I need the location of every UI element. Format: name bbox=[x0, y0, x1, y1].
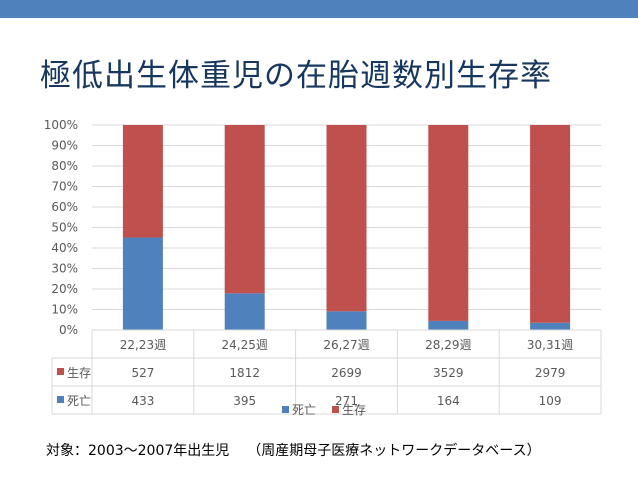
table-row-label: 生存 bbox=[67, 366, 91, 380]
y-tick-label: 100% bbox=[44, 118, 78, 132]
bar-segment bbox=[122, 125, 163, 238]
legend-key bbox=[282, 406, 289, 413]
bar-segment bbox=[122, 237, 163, 330]
y-tick-label: 40% bbox=[51, 241, 78, 255]
footnote-source: （周産期母子医療ネットワークデータベース） bbox=[247, 443, 541, 459]
y-tick-label: 60% bbox=[51, 200, 78, 214]
table-legend-key bbox=[57, 368, 64, 375]
x-category-label: 24,25週 bbox=[222, 338, 268, 352]
bar-segment bbox=[326, 311, 367, 330]
table-cell: 527 bbox=[131, 366, 154, 380]
page-title: 極低出生体重児の在胎週数別生存率 bbox=[40, 58, 552, 94]
y-tick-label: 10% bbox=[51, 303, 78, 317]
table-cell: 3529 bbox=[433, 366, 464, 380]
y-tick-label: 30% bbox=[51, 262, 78, 276]
x-category-label: 30,31週 bbox=[527, 338, 573, 352]
y-tick-label: 50% bbox=[51, 221, 78, 235]
y-tick-label: 80% bbox=[51, 159, 78, 173]
x-category-label: 28,29週 bbox=[425, 338, 471, 352]
x-category-label: 22,23週 bbox=[120, 338, 166, 352]
table-cell: 109 bbox=[539, 394, 562, 408]
y-tick-label: 90% bbox=[51, 139, 78, 153]
bar-segment bbox=[428, 125, 469, 321]
bar-segment bbox=[428, 320, 469, 330]
table-cell: 2979 bbox=[535, 366, 566, 380]
y-tick-label: 0% bbox=[59, 323, 78, 337]
table-cell: 271 bbox=[335, 394, 358, 408]
top-accent-bar bbox=[0, 0, 638, 18]
table-legend-key bbox=[57, 396, 64, 403]
table-cell: 395 bbox=[233, 394, 256, 408]
y-tick-label: 70% bbox=[51, 180, 78, 194]
footnote: 対象：2003～2007年出生児 （周産期母子医療ネットワークデータベース） bbox=[46, 440, 541, 460]
legend-label: 生存 bbox=[342, 403, 366, 417]
footnote-subject: 対象：2003～2007年出生児 bbox=[46, 443, 230, 459]
legend-key bbox=[332, 406, 339, 413]
table-row-label: 死亡 bbox=[67, 394, 91, 408]
legend-label: 死亡 bbox=[292, 403, 316, 417]
table-cell: 1812 bbox=[229, 366, 260, 380]
bar-segment bbox=[326, 125, 367, 312]
y-tick-label: 20% bbox=[51, 282, 78, 296]
bar-segment bbox=[224, 293, 265, 330]
bar-segment bbox=[530, 322, 571, 330]
table-cell: 2699 bbox=[331, 366, 362, 380]
x-category-label: 26,27週 bbox=[323, 338, 369, 352]
table-cell: 433 bbox=[131, 394, 154, 408]
bar-segment bbox=[224, 125, 265, 294]
table-cell: 164 bbox=[437, 394, 460, 408]
bar-segment bbox=[530, 125, 571, 323]
